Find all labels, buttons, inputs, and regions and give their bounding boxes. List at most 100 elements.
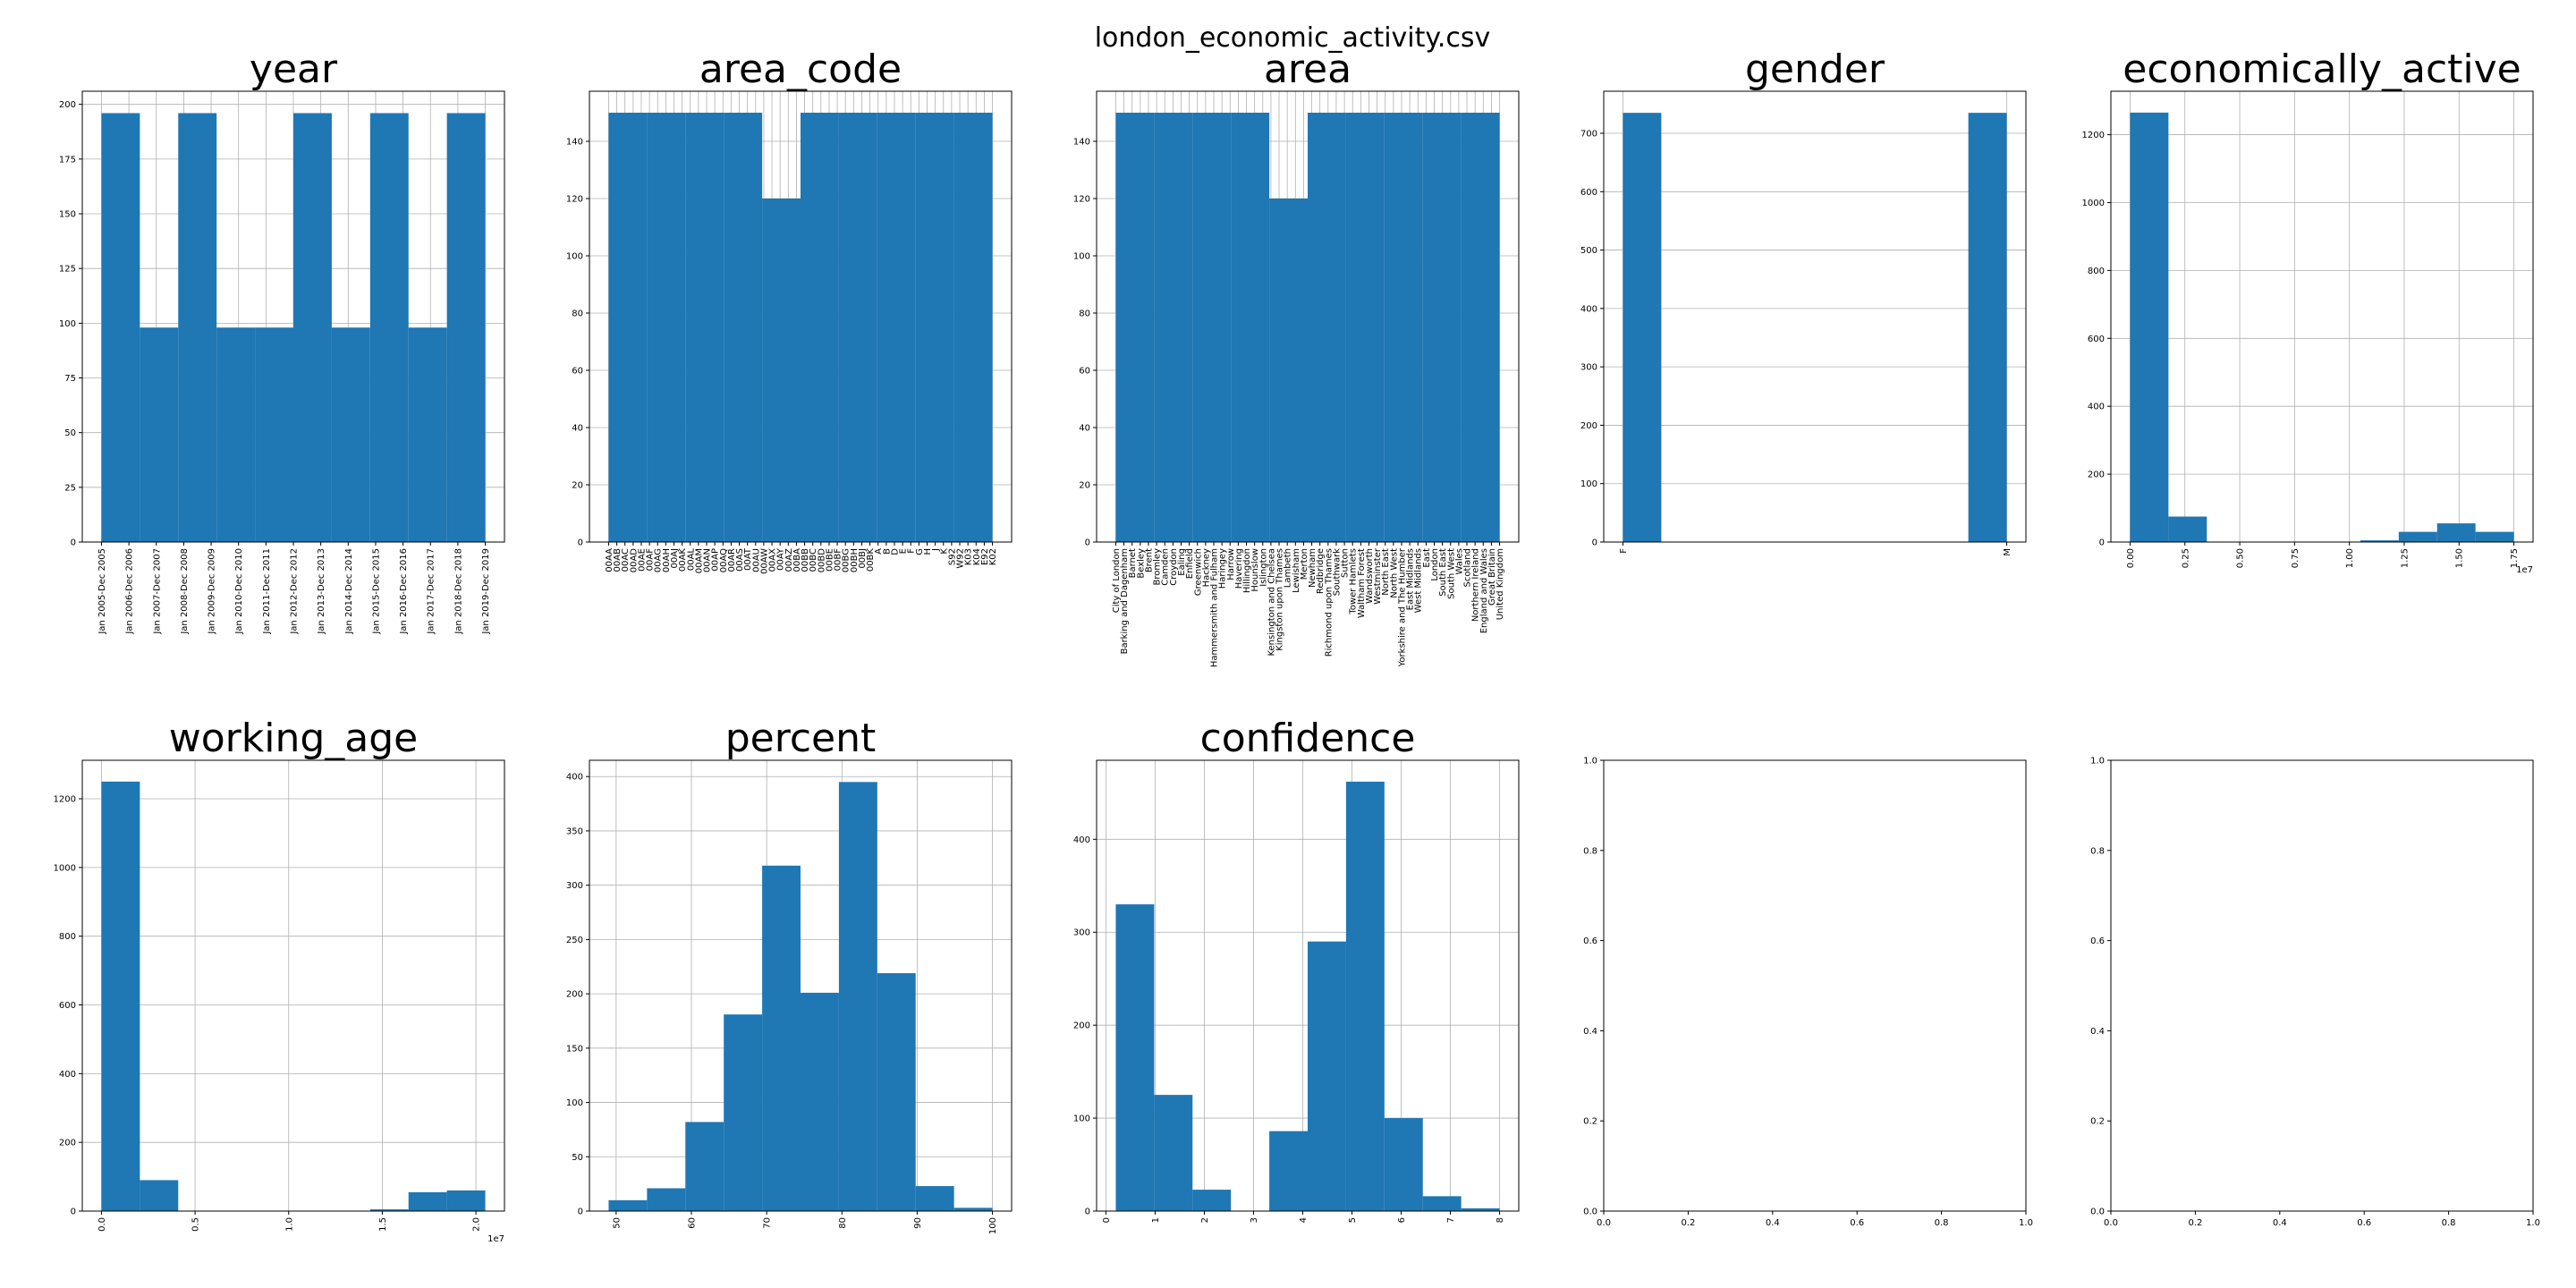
y-tick-label: 200 <box>1073 1021 1090 1031</box>
histogram-bar <box>255 327 293 542</box>
x-tick-label: Wales <box>1454 548 1464 575</box>
axes-frame <box>1096 90 1520 543</box>
x-tick-label: Havering <box>1234 548 1244 589</box>
x-tick-label: 2 <box>1200 1217 1210 1223</box>
x-tick-label: 00BJ <box>858 548 868 569</box>
x-tick-label: Greenwich <box>1193 548 1203 596</box>
histogram-bar <box>724 113 763 542</box>
y-tick-label: 25 <box>64 483 76 493</box>
y-tick-label: 60 <box>1079 367 1090 377</box>
x-tick-label: 00AR <box>727 548 737 572</box>
x-tick-label: 1.50 <box>2455 548 2465 568</box>
axes-frame <box>589 90 1013 543</box>
histogram-bar <box>647 113 686 542</box>
y-tick-label: 1200 <box>2082 131 2105 140</box>
x-tick-label: Jan 2015-Dec 2015 <box>371 548 381 635</box>
x-tick-label: 70 <box>763 1217 773 1229</box>
x-tick-label: 4 <box>1299 1217 1309 1223</box>
x-tick-label: 00BG <box>842 548 852 572</box>
x-tick-label: Sutton <box>1341 548 1351 578</box>
x-tick-label: K03 <box>964 548 974 565</box>
x-tick-label: 0.25 <box>2181 548 2190 568</box>
x-tick-label: Bromley <box>1153 548 1163 586</box>
x-tick-label: 0.8 <box>2442 1218 2456 1228</box>
y-tick-label: 0.2 <box>2090 1117 2105 1127</box>
histogram-bar <box>838 113 877 542</box>
x-tick-label: Newham <box>1308 548 1318 588</box>
axes-frame <box>2110 90 2534 543</box>
histogram-bar <box>331 327 370 542</box>
y-tick-label: 100 <box>566 1098 583 1108</box>
y-tick-label: 80 <box>1079 309 1090 319</box>
y-tick-label: 0.0 <box>2090 1208 2105 1217</box>
y-tick-label: 40 <box>572 424 583 434</box>
histogram-panel-8: 0.0 0.2 0.4 0.6 0.8 1.0 0.0 0.2 0.4 0.6 0.8 1.0 <box>1583 757 2033 1229</box>
y-tick-label: 0.6 <box>1583 936 1597 946</box>
y-tick-label: 0 <box>578 538 583 548</box>
histogram-bar <box>178 113 217 543</box>
histogram-bar <box>1308 113 1346 542</box>
x-tick-label: 1.00 <box>2345 548 2355 568</box>
x-tick-label: Tower Hamlets <box>1349 548 1359 615</box>
panel-title: area <box>1264 47 1352 92</box>
x-tick-label: Lambeth <box>1284 548 1293 588</box>
x-tick-label: 0 <box>1102 1217 1112 1223</box>
x-tick-label: North East <box>1381 548 1391 596</box>
x-tick-label: 0.00 <box>2126 548 2136 568</box>
x-tick-label: 1.0 <box>2526 1218 2540 1228</box>
x-tick-label: Northern Ireland <box>1471 548 1481 622</box>
x-tick-label: H <box>923 548 933 555</box>
x-tick-label: Hackney <box>1201 548 1211 587</box>
histogram-panel-9: 0.0 0.2 0.4 0.6 0.8 1.0 0.0 0.2 0.4 0.6 0.8 1.0 <box>2090 757 2540 1229</box>
histogram-bar <box>2398 531 2437 542</box>
x-tick-label: 00AZ <box>784 548 794 572</box>
x-tick-label: Jan 2007-Dec 2007 <box>152 548 162 635</box>
x-tick-label: 6 <box>1397 1217 1407 1223</box>
y-tick-label: 300 <box>1580 363 1597 373</box>
x-tick-label: 00AQ <box>719 548 729 572</box>
x-tick-label: 00AN <box>703 548 713 572</box>
x-tick-label: Wandsworth <box>1365 548 1375 604</box>
y-tick-label: 0 <box>71 1208 76 1217</box>
y-tick-label: 300 <box>566 881 583 891</box>
x-tick-label: Jan 2017-Dec 2017 <box>427 548 436 635</box>
y-tick-label: 120 <box>1073 195 1090 205</box>
x-tick-label: 00AJ <box>670 548 680 569</box>
x-tick-label: Southwark <box>1332 548 1342 596</box>
x-tick-label: 1.5 <box>378 1217 388 1232</box>
y-tick-label: 1.0 <box>2090 757 2105 767</box>
y-tick-label: 800 <box>2088 267 2105 276</box>
x-tick-label: 00AH <box>662 548 672 572</box>
y-tick-label: 1200 <box>54 795 76 805</box>
x-tick-label: 60 <box>688 1217 698 1229</box>
histogram-bar <box>1115 904 1155 1211</box>
y-tick-label: 500 <box>1580 246 1597 256</box>
x-tick-label: J <box>931 548 941 552</box>
histogram-panel-1: 02040608010012014000AA00AB00AC00AD00AE00… <box>566 47 1013 574</box>
y-tick-label: 600 <box>1580 188 1597 198</box>
histogram-bar <box>915 1186 954 1211</box>
x-tick-label: Camden <box>1161 548 1171 586</box>
histogram-bar <box>1968 113 2007 542</box>
x-tick-label: London <box>1430 548 1440 581</box>
x-tick-label: Lewisham <box>1292 548 1301 593</box>
y-tick-label: 175 <box>59 155 76 165</box>
histogram-bar <box>369 1209 409 1211</box>
x-tick-label: E92 <box>980 548 990 565</box>
x-tick-label: Jan 2013-Dec 2013 <box>317 548 326 635</box>
x-tick-label: 00AE <box>637 548 647 572</box>
x-tick-label: Yorkshire and The Humber <box>1397 547 1407 667</box>
axes-background <box>2111 91 2533 542</box>
histogram-bar <box>685 113 724 542</box>
x-tick-label: 100 <box>988 1217 998 1234</box>
x-tick-label: 8 <box>1496 1217 1505 1223</box>
histogram-panel-7: 0 100 200 300 400 0 1 2 3 4 5 6 7 8 confidence <box>1073 716 1520 1223</box>
histogram-bar <box>2130 112 2169 542</box>
histogram-panel-5: 0 200 400 600 800 1000 1200 0.0 0.5 1.0 1.5 2.0 1e7 w… <box>54 716 505 1244</box>
x-tick-label: West Midlands <box>1414 548 1424 613</box>
y-tick-label: 60 <box>572 367 583 377</box>
y-tick-label: 200 <box>566 990 583 1000</box>
histogram-bar <box>140 327 179 542</box>
histogram-bar <box>1461 1208 1500 1211</box>
